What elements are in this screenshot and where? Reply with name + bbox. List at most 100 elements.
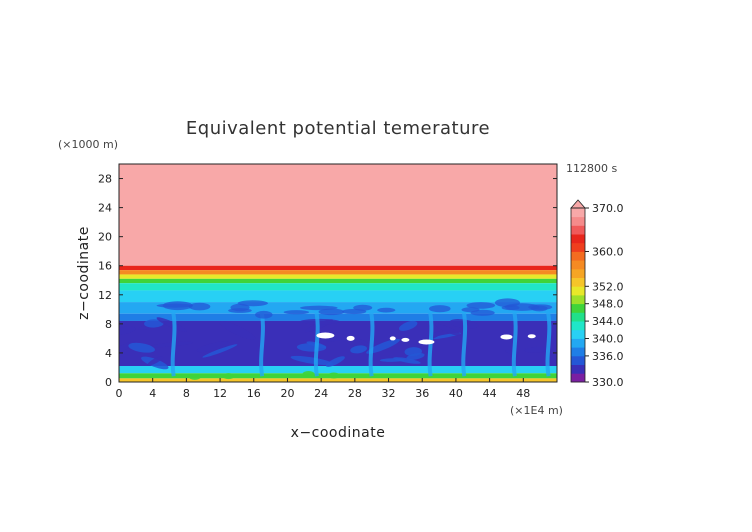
convective-streak [434, 323, 461, 336]
convective-streak [350, 345, 367, 354]
convective-streak [219, 320, 256, 340]
x-tick-label: 48 [516, 387, 530, 400]
surface-warm-spot [302, 371, 315, 378]
band-edge-blob [466, 302, 496, 309]
x-tick-label: 28 [348, 387, 362, 400]
colorbar-swatch [571, 364, 585, 374]
y-tick-label: 24 [98, 202, 112, 215]
colorbar-swatch [571, 260, 585, 270]
theta-e-layer [119, 302, 557, 314]
y-tick-label: 28 [98, 173, 112, 186]
band-edge-blob [162, 301, 193, 311]
x-tick-label: 44 [483, 387, 497, 400]
band-edge-blob [528, 304, 553, 311]
plot-frame [118, 163, 558, 383]
theta-e-layer [119, 270, 557, 275]
x-tick-label: 40 [449, 387, 463, 400]
updraft-plume [313, 305, 320, 377]
band-edge-blob [230, 303, 250, 312]
theta-e-layer [119, 265, 557, 271]
colorbar-swatch [571, 303, 585, 313]
theta-e-layer [119, 290, 557, 303]
minimum-pocket [389, 336, 396, 341]
updraft-plume [367, 305, 375, 377]
band-edge-blob [255, 310, 273, 319]
y-tick-label: 16 [98, 260, 112, 273]
colorbar-swatch [571, 355, 585, 365]
surface-warm-spot [188, 373, 201, 380]
convective-streak [144, 319, 164, 328]
minimum-pocket [401, 337, 410, 342]
colorbar-swatch [571, 242, 585, 252]
y-tick-label: 12 [98, 289, 112, 302]
convective-streak [156, 317, 187, 333]
y-tick-label: 0 [105, 376, 112, 389]
minimum-pocket [418, 339, 435, 345]
colorbar-tick-label: 340.0 [592, 333, 624, 346]
colorbar-frame [570, 207, 586, 383]
colorbar-swatch [571, 312, 585, 322]
convective-streak [366, 338, 400, 354]
colorbar-swatch [571, 295, 585, 305]
colorbar-tick-label: 348.0 [592, 298, 624, 311]
colorbar-swatch [571, 286, 585, 296]
x-axis-label: x−coodinate [291, 425, 386, 441]
colorbar-swatch [571, 373, 585, 383]
colorbar-tick-label: 344.0 [592, 315, 624, 328]
band-edge-blob [188, 302, 211, 311]
colorbar-swatch [571, 251, 585, 261]
colorbar-swatch [571, 321, 585, 331]
colorbar-swatch [571, 268, 585, 278]
x-axis: 0 4 8 12 16 20 24 28 32 36 40 44 48 [116, 378, 530, 400]
x-tick-label: 12 [213, 387, 227, 400]
colorbar-tick-label: 336.0 [592, 350, 624, 363]
colorbar: 330.0 336.0 340.0 344.0 348.0 352.0 360.0 370.0 [570, 199, 624, 389]
colorbar-swatch [571, 234, 585, 244]
updraft-plume [544, 305, 552, 377]
colorbar-tick-label: 370.0 [592, 202, 624, 215]
convective-streak [296, 343, 327, 352]
theta-e-layer [119, 313, 557, 321]
x-tick-label: 36 [415, 387, 429, 400]
convective-streak [299, 318, 340, 325]
theta-e-layer [119, 366, 557, 374]
minimum-pocket [346, 335, 355, 341]
x-tick-label: 0 [116, 387, 123, 400]
colorbar-tick-label: 330.0 [592, 376, 624, 389]
x-tick-label: 4 [149, 387, 156, 400]
surface-warm-spot [222, 373, 235, 380]
theta-e-layer [119, 278, 557, 284]
minimum-pocket [316, 332, 335, 339]
y-axis-label: z−coodinate [76, 226, 92, 320]
convective-features [119, 298, 553, 380]
convective-streak [399, 320, 418, 331]
x-tick-label: 32 [382, 387, 396, 400]
theta-e-layer [119, 283, 557, 291]
updraft-plume [460, 305, 468, 377]
y-tick-label: 8 [105, 318, 112, 331]
convective-streak [202, 344, 238, 358]
colorbar-swatch [571, 338, 585, 348]
updraft-plume [510, 305, 518, 377]
plot-area [119, 164, 557, 382]
surface-warm-spot [327, 372, 340, 379]
minimum-pocket [527, 334, 536, 339]
chart-title: Equivalent potential temerature [186, 118, 490, 139]
colorbar-tick-label: 360.0 [592, 246, 624, 259]
theta-e-layer [119, 274, 557, 279]
x-tick-label: 20 [280, 387, 294, 400]
convective-streak [147, 356, 164, 366]
x-unit-label: (×1E4 m) [510, 404, 563, 417]
convective-streak [406, 352, 425, 360]
theta-e-layer [119, 164, 557, 266]
convective-streak [196, 341, 230, 353]
x-tick-label: 16 [247, 387, 261, 400]
band-edge-blob [461, 307, 480, 313]
colorbar-swatch [571, 347, 585, 357]
y-unit-label: (×1000 m) [58, 138, 118, 151]
band-edge-blob [377, 307, 396, 313]
band-edge-blob [283, 310, 310, 315]
theta-e-layer [119, 378, 557, 382]
band-edge-blob [429, 305, 451, 313]
